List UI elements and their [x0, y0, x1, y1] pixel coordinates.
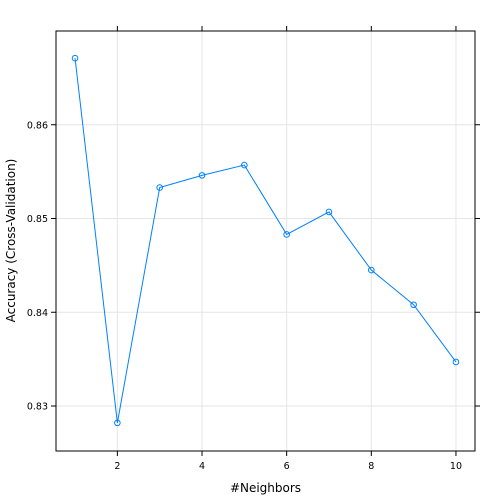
- data-point: [198, 172, 206, 179]
- data-point: [283, 231, 290, 238]
- data-point: [410, 301, 417, 309]
- plot-frame: [55, 30, 476, 452]
- y-axis-title: Accuracy (Cross-Validation): [4, 159, 18, 323]
- plot-border: [55, 30, 476, 452]
- y-tick-label: 0.84: [27, 308, 48, 319]
- tick-labels: 2 4 6 8 10 0.83 0.84 0.85 0.86: [27, 120, 462, 472]
- x-tick-label: 6: [284, 461, 290, 472]
- y-tick-label: 0.85: [27, 214, 48, 225]
- data-point: [452, 358, 460, 366]
- x-tick-label: 10: [450, 461, 462, 472]
- x-tick-label: 4: [199, 461, 205, 472]
- series-accuracy: [71, 54, 460, 427]
- data-point: [156, 184, 163, 191]
- data-point: [241, 161, 248, 169]
- data-point: [71, 54, 79, 62]
- grid-lines: [56, 31, 475, 451]
- axis-ticks: [51, 26, 480, 456]
- series-line: [74, 58, 457, 423]
- x-tick-label: 2: [114, 461, 120, 472]
- data-point: [325, 208, 333, 216]
- x-axis-title: #Neighbors: [230, 481, 301, 495]
- data-point: [114, 419, 121, 427]
- y-tick-label: 0.86: [27, 120, 48, 131]
- x-tick-label: 8: [368, 461, 374, 472]
- data-point: [368, 266, 375, 274]
- y-tick-label: 0.83: [27, 402, 48, 413]
